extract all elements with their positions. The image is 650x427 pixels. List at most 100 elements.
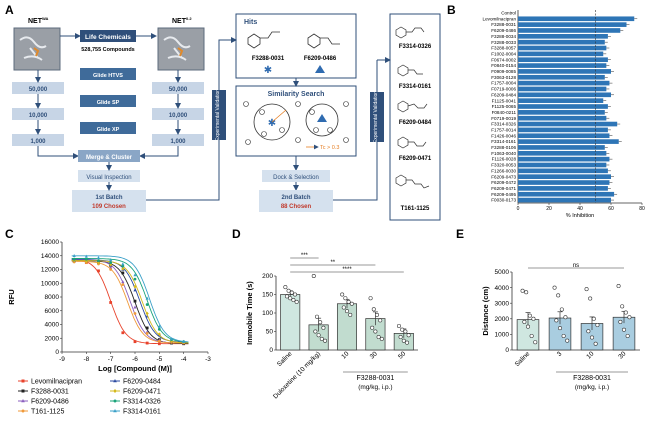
data-point: [318, 320, 323, 325]
bar: [518, 57, 608, 63]
data-point: [157, 339, 161, 343]
step-xp: [80, 122, 136, 134]
count-left-1: [12, 82, 64, 94]
data-point: [121, 262, 125, 266]
svg-text:50,000: 50,000: [29, 87, 48, 93]
dock-selection-box: [262, 170, 330, 182]
legend-marker: [113, 389, 117, 393]
legend-marker: [21, 389, 25, 393]
svg-text:10,000: 10,000: [169, 113, 188, 119]
svg-text:T161-1125: T161-1125: [401, 206, 430, 212]
data-point: [616, 284, 621, 289]
y-tick-label: 150: [262, 292, 273, 299]
data-point: [323, 338, 328, 343]
batch2-box: [259, 190, 333, 212]
triangle-icon: [315, 65, 325, 73]
data-point: [349, 301, 354, 306]
data-point: [145, 303, 149, 306]
data-point: [145, 326, 149, 330]
bar: [518, 92, 611, 98]
y-tick-label: 0: [55, 349, 59, 356]
data-point: [370, 325, 375, 330]
data-point: [133, 288, 137, 292]
series-curve: [71, 260, 189, 344]
data-point: [121, 264, 125, 268]
svg-text:Dock & Selection: Dock & Selection: [273, 175, 319, 181]
category-label: F0030-0173: [491, 198, 516, 203]
data-point: [344, 309, 349, 314]
category-label: F6209-0484: [491, 92, 516, 97]
count-right-2: [152, 108, 204, 120]
data-point: [133, 299, 137, 303]
series-curve: [71, 255, 189, 343]
bar: [518, 180, 610, 185]
svg-text:Glide XP: Glide XP: [97, 127, 120, 133]
data-point: [379, 336, 384, 341]
x-tick-label: -7: [108, 356, 114, 363]
data-point: [401, 338, 406, 343]
legend-label: F3314-0326: [123, 399, 161, 406]
bar: [518, 16, 635, 22]
data-point: [84, 259, 88, 264]
data-point: [396, 323, 401, 328]
data-point: [97, 269, 100, 273]
data-point: [72, 257, 76, 261]
y-tick-label: 0: [269, 347, 273, 354]
compound-list-box: [389, 13, 441, 221]
y-tick-label: 200: [262, 273, 273, 280]
category-label: F6209-0486: [491, 28, 516, 33]
category-label: F3288-0034: [491, 34, 516, 39]
data-point: [563, 315, 568, 320]
data-point: [346, 299, 351, 304]
series-curve: [71, 258, 189, 343]
y-tick-label: 4000: [45, 322, 60, 329]
data-point: [376, 335, 381, 340]
data-point: [398, 335, 403, 340]
category-label: F3288-0031: [491, 22, 516, 27]
bar: [518, 86, 607, 92]
data-point: [557, 326, 562, 331]
bar: [518, 22, 627, 27]
y-tick-label: 4000: [495, 285, 510, 292]
data-point: [403, 329, 408, 334]
data-point: [182, 339, 186, 343]
legend-label: Levomilnacipran: [31, 379, 82, 386]
library-box: [80, 30, 136, 42]
bar: [518, 51, 604, 57]
category-label: F0674-0002: [491, 57, 516, 62]
category-label: F1125-0065: [492, 104, 517, 109]
data-point: [121, 267, 125, 271]
y-tick-label: 8000: [45, 294, 60, 301]
bar: [518, 28, 621, 33]
data-point: [552, 285, 557, 290]
svg-text:✱: ✱: [268, 118, 276, 129]
svg-text:2nd Batch: 2nd Batch: [281, 195, 310, 201]
y-tick-label: 2000: [45, 335, 60, 342]
x-tick-label: 40: [577, 206, 583, 212]
data-point: [157, 332, 161, 336]
svg-text:109 Chosen: 109 Chosen: [92, 204, 126, 210]
data-point: [529, 333, 534, 338]
bar: [518, 115, 607, 121]
data-point: [520, 288, 525, 293]
data-point: [316, 333, 321, 338]
x-tick-label: -5: [156, 356, 162, 363]
data-point: [405, 340, 410, 345]
category-label: F3288-0106: [491, 145, 516, 150]
protein-structure-left: [13, 27, 61, 71]
data-point: [593, 341, 598, 346]
y-tick-label: 100: [262, 310, 273, 317]
x-tick-label: 10: [340, 350, 350, 360]
category-label: F1063-0040: [491, 151, 516, 156]
data-point: [109, 258, 113, 262]
y-axis-title: Immobile Time (s): [245, 281, 254, 345]
series-curve: [71, 260, 189, 344]
bar: [518, 98, 604, 103]
category-label: Control: [501, 11, 516, 16]
data-point: [618, 319, 623, 324]
legend-marker: [21, 399, 25, 403]
data-point: [284, 294, 289, 299]
legend-label: F6209-0471: [123, 389, 161, 396]
significance-label: ***: [301, 253, 309, 259]
